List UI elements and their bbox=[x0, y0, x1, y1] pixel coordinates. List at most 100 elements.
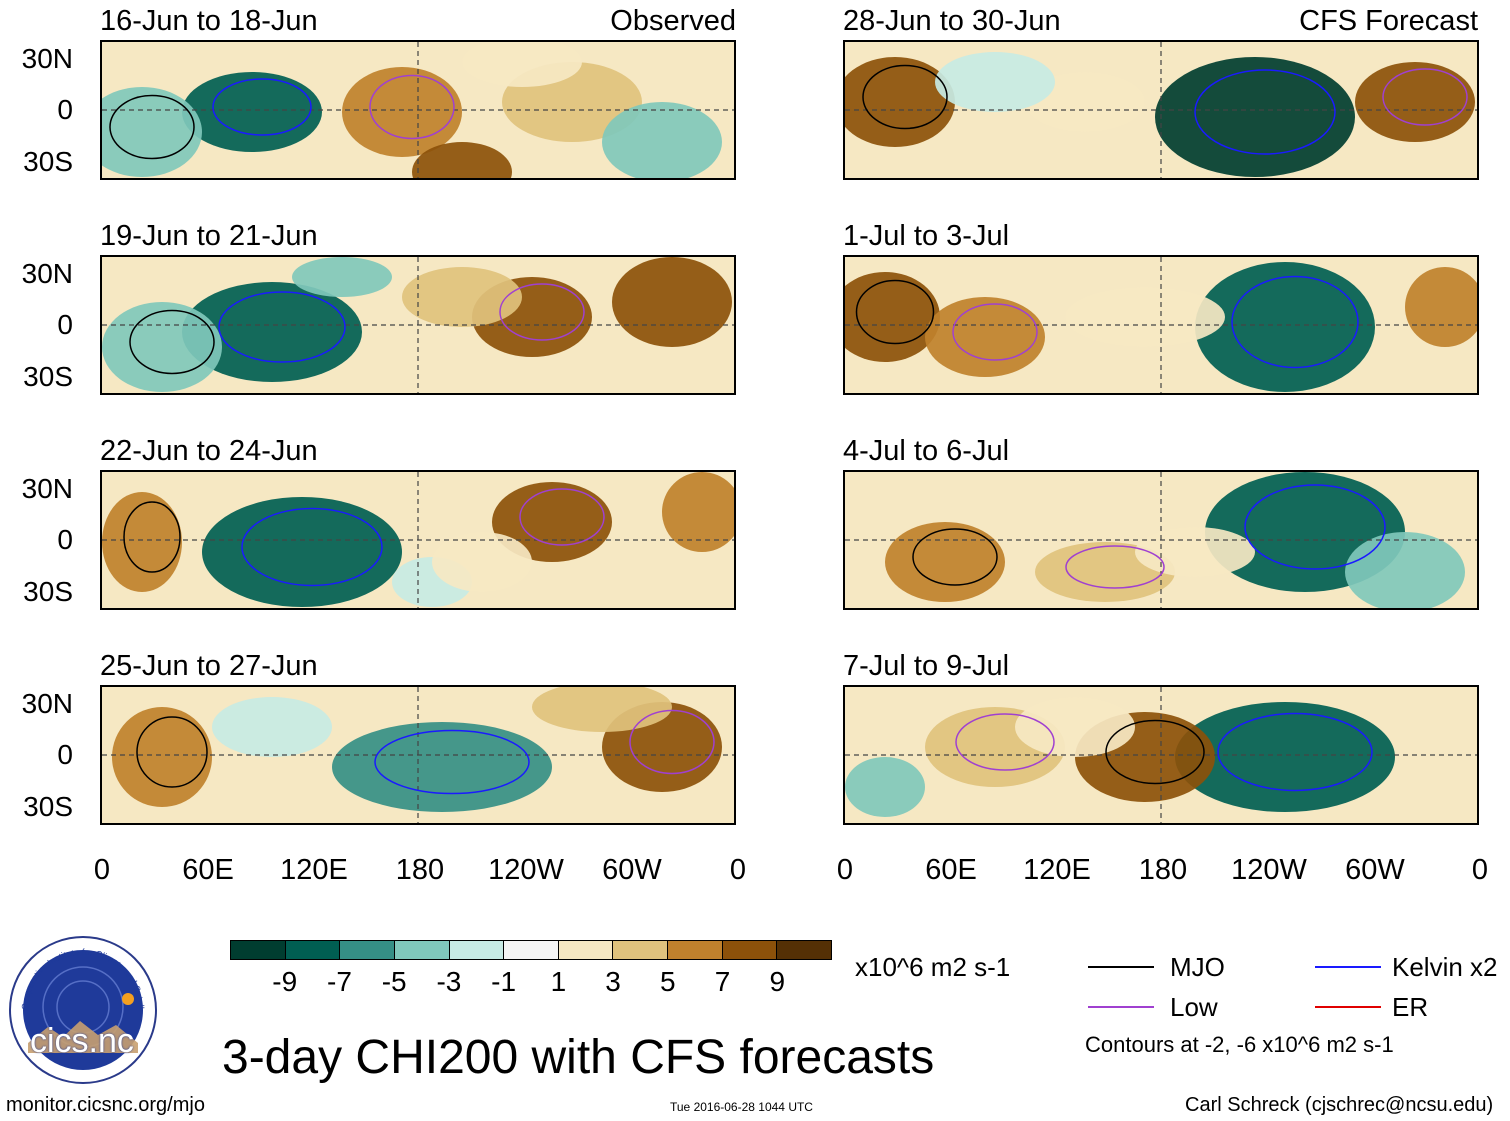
panel-date-6: 1-Jul to 3-Jul bbox=[843, 220, 1010, 252]
map-field bbox=[845, 257, 1477, 393]
contour-line bbox=[374, 729, 530, 795]
lat-label-30n: 30N bbox=[21, 473, 73, 504]
anomaly-blob bbox=[845, 757, 925, 817]
contour-line bbox=[212, 78, 312, 136]
colorbar-tick-label: -9 bbox=[272, 966, 298, 997]
colorbar-tick-label: 9 bbox=[769, 966, 786, 997]
map-field bbox=[845, 42, 1477, 178]
lat-label-30n: 30N bbox=[21, 258, 73, 289]
panel-date-1: 16-Jun to 18-Jun bbox=[100, 5, 318, 37]
lat-label-30s: 30S bbox=[23, 146, 73, 177]
contour-line bbox=[1382, 68, 1468, 126]
colorbar-swatch bbox=[668, 941, 723, 959]
map-panel-3 bbox=[100, 470, 736, 610]
lat-label-eq: 0 bbox=[57, 739, 73, 770]
map-panel-1 bbox=[100, 40, 736, 180]
contour-line bbox=[519, 488, 605, 546]
contour-line bbox=[109, 94, 195, 160]
anomaly-blob bbox=[935, 52, 1055, 112]
colorbar-tick-label: 5 bbox=[660, 966, 676, 997]
map-field bbox=[102, 42, 734, 178]
map-panel-5 bbox=[843, 40, 1479, 180]
colorbar bbox=[230, 940, 832, 960]
anomaly-blob bbox=[1065, 287, 1225, 347]
map-panel-7 bbox=[843, 470, 1479, 610]
map-field bbox=[102, 687, 734, 823]
anomaly-blob bbox=[1025, 72, 1145, 132]
anomaly-blob bbox=[1015, 697, 1135, 757]
colorbar-tick-label: 3 bbox=[605, 966, 621, 997]
lon-label-60e: 60E bbox=[925, 854, 977, 886]
legend-er-label: ER bbox=[1392, 992, 1429, 1022]
anomaly-blob bbox=[845, 272, 940, 362]
colorbar-swatch bbox=[231, 941, 286, 959]
lon-label-0-end: 0 bbox=[729, 854, 747, 886]
anomaly-blob bbox=[1355, 62, 1475, 142]
colorbar-swatch bbox=[394, 941, 450, 959]
anomaly-blob bbox=[202, 497, 402, 607]
lon-label-120w: 120W bbox=[488, 854, 564, 886]
colorbar-units: x10^6 m2 s-1 bbox=[855, 952, 1011, 982]
footer-site-link[interactable]: monitor.cicsnc.org/mjo bbox=[6, 1094, 205, 1116]
contour-line bbox=[369, 74, 455, 140]
legend-er-line bbox=[1315, 1006, 1381, 1008]
anomaly-blob bbox=[1405, 267, 1477, 347]
anomaly-blob bbox=[292, 257, 392, 297]
legend-mjo-label: MJO bbox=[1170, 952, 1225, 982]
lon-label-120e: 120E bbox=[1023, 854, 1091, 886]
anomaly-blob bbox=[1345, 532, 1465, 608]
anomaly-blob bbox=[212, 697, 332, 757]
anomaly-blob bbox=[182, 282, 362, 382]
anomaly-blob bbox=[332, 722, 552, 812]
colorbar-tick-label: -7 bbox=[327, 966, 352, 997]
contour-line bbox=[629, 709, 715, 775]
footer-timestamp: Tue 2016-06-28 1044 UTC bbox=[670, 1100, 813, 1114]
main-title: 3-day CHI200 with CFS forecasts bbox=[222, 1031, 935, 1084]
contour-line bbox=[136, 716, 208, 788]
anomaly-blob bbox=[402, 267, 522, 327]
map-field bbox=[845, 472, 1477, 608]
cics-logo: Cooperative Institute for Climate and Sa… bbox=[8, 935, 157, 1084]
colorbar-swatch bbox=[777, 941, 832, 959]
anomaly-blob bbox=[662, 472, 734, 552]
anomaly-blob bbox=[602, 102, 722, 178]
contour-line bbox=[952, 303, 1038, 361]
lon-label-60w: 60W bbox=[602, 854, 662, 886]
legend-kelvin-label: Kelvin x2 bbox=[1392, 952, 1498, 982]
colorbar-swatch bbox=[285, 941, 341, 959]
logo-text: cics.nc bbox=[30, 1022, 134, 1060]
lat-label-30n: 30N bbox=[21, 688, 73, 719]
map-panel-2 bbox=[100, 255, 736, 395]
lat-label-eq: 0 bbox=[57, 309, 73, 340]
lon-label-60w: 60W bbox=[1345, 854, 1405, 886]
map-panel-8 bbox=[843, 685, 1479, 825]
forecast-label: CFS Forecast bbox=[1299, 5, 1478, 37]
anomaly-blob bbox=[1135, 527, 1255, 577]
anomaly-blob bbox=[342, 67, 462, 157]
anomaly-blob bbox=[182, 72, 322, 152]
lon-label-180: 180 bbox=[1138, 854, 1188, 886]
contour-line bbox=[499, 283, 585, 341]
colorbar-tick-label: 7 bbox=[714, 966, 731, 997]
lon-label-0: 0 bbox=[93, 854, 111, 886]
colorbar-swatch bbox=[558, 941, 614, 959]
colorbar-tick-label: -1 bbox=[491, 966, 517, 997]
map-field bbox=[102, 257, 734, 393]
contour-line bbox=[955, 713, 1055, 771]
lon-label-60e: 60E bbox=[182, 854, 234, 886]
colorbar-tick-label: -3 bbox=[436, 966, 462, 997]
colorbar-swatch bbox=[722, 941, 778, 959]
anomaly-blob bbox=[102, 302, 222, 392]
observed-label: Observed bbox=[610, 5, 736, 37]
contour-line bbox=[123, 501, 181, 573]
map-panel-6 bbox=[843, 255, 1479, 395]
contour-line bbox=[1217, 712, 1373, 792]
colorbar-tick-label: -5 bbox=[381, 966, 407, 997]
lon-label-120e: 120E bbox=[280, 854, 348, 886]
map-field bbox=[845, 687, 1477, 823]
contour-line bbox=[855, 279, 935, 345]
contour-line bbox=[241, 507, 383, 587]
colorbar-swatch bbox=[449, 941, 505, 959]
contour-line bbox=[912, 528, 998, 586]
contour-line bbox=[218, 291, 346, 363]
